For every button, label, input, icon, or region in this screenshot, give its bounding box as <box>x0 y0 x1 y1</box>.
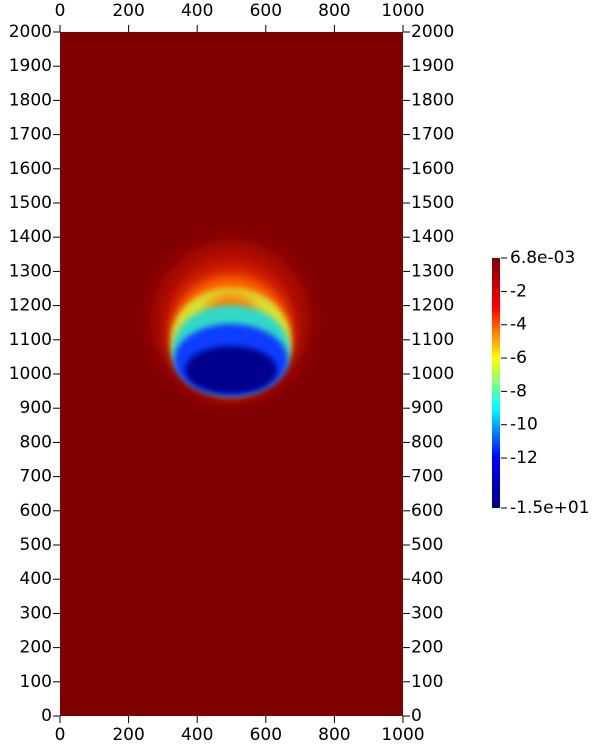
y-tick-label: 0 <box>41 706 52 726</box>
colorbar-tick-label: -1.5e+01 <box>510 498 590 518</box>
y-tick-label: 1400 <box>411 227 454 247</box>
y-tick-label: 2000 <box>411 22 454 42</box>
y-tick-label: 700 <box>411 467 443 487</box>
y-tick-label: 1000 <box>9 364 52 384</box>
colorbar-tick-label: 6.8e-03 <box>510 248 575 268</box>
x-tick-label: 600 <box>250 1 282 21</box>
colorbar-tick-label: -2 <box>510 281 527 301</box>
x-tick-label: 200 <box>112 1 144 21</box>
y-tick-label: 1700 <box>411 125 454 145</box>
y-tick-label: 200 <box>411 638 443 658</box>
y-tick-label: 600 <box>20 501 52 521</box>
x-tick-label: 800 <box>318 725 350 745</box>
colorbar-tick-label: -10 <box>510 415 538 435</box>
y-tick-label: 1000 <box>411 364 454 384</box>
colorbar-tick-label: -8 <box>510 381 527 401</box>
y-tick-label: 1100 <box>411 330 454 350</box>
y-tick-label: 1700 <box>9 125 52 145</box>
x-tick-label: 1000 <box>381 1 424 21</box>
y-tick-label: 500 <box>411 535 443 555</box>
y-tick-label: 2000 <box>9 22 52 42</box>
y-tick-label: 1800 <box>9 90 52 110</box>
y-tick-label: 1100 <box>9 330 52 350</box>
y-tick-label: 100 <box>411 672 443 692</box>
y-tick-label: 1600 <box>9 159 52 179</box>
y-tick-label: 1500 <box>9 193 52 213</box>
y-tick-label: 1600 <box>411 159 454 179</box>
x-tick-label: 800 <box>318 1 350 21</box>
y-tick-label: 100 <box>20 672 52 692</box>
colorbar-tick-label: -6 <box>510 348 527 368</box>
x-tick-label: 400 <box>181 1 213 21</box>
x-tick-label: 1000 <box>381 725 424 745</box>
colorbar-tick-label: -4 <box>510 315 527 335</box>
y-tick-label: 900 <box>20 398 52 418</box>
y-tick-label: 300 <box>411 603 443 623</box>
y-tick-label: 700 <box>20 467 52 487</box>
y-tick-label: 0 <box>411 706 422 726</box>
y-tick-label: 500 <box>20 535 52 555</box>
x-tick-label: 0 <box>55 1 66 21</box>
y-tick-label: 1500 <box>411 193 454 213</box>
y-tick-label: 1300 <box>411 261 454 281</box>
x-tick-label: 600 <box>250 725 282 745</box>
y-tick-label: 400 <box>20 569 52 589</box>
colorbar-tick-label: -12 <box>510 448 538 468</box>
y-tick-label: 800 <box>411 432 443 452</box>
y-tick-label: 1200 <box>9 296 52 316</box>
y-tick-label: 1200 <box>411 296 454 316</box>
x-tick-label: 400 <box>181 725 213 745</box>
field-blob <box>159 248 303 396</box>
y-tick-label: 600 <box>411 501 443 521</box>
y-tick-label: 1800 <box>411 90 454 110</box>
colorbar <box>492 258 500 508</box>
y-tick-label: 900 <box>411 398 443 418</box>
y-tick-label: 1400 <box>9 227 52 247</box>
y-tick-label: 1900 <box>9 56 52 76</box>
y-tick-label: 1900 <box>411 56 454 76</box>
x-tick-label: 0 <box>55 725 66 745</box>
y-tick-label: 800 <box>20 432 52 452</box>
y-tick-label: 400 <box>411 569 443 589</box>
x-tick-label: 200 <box>112 725 144 745</box>
y-tick-label: 200 <box>20 638 52 658</box>
y-tick-label: 1300 <box>9 261 52 281</box>
y-tick-label: 300 <box>20 603 52 623</box>
